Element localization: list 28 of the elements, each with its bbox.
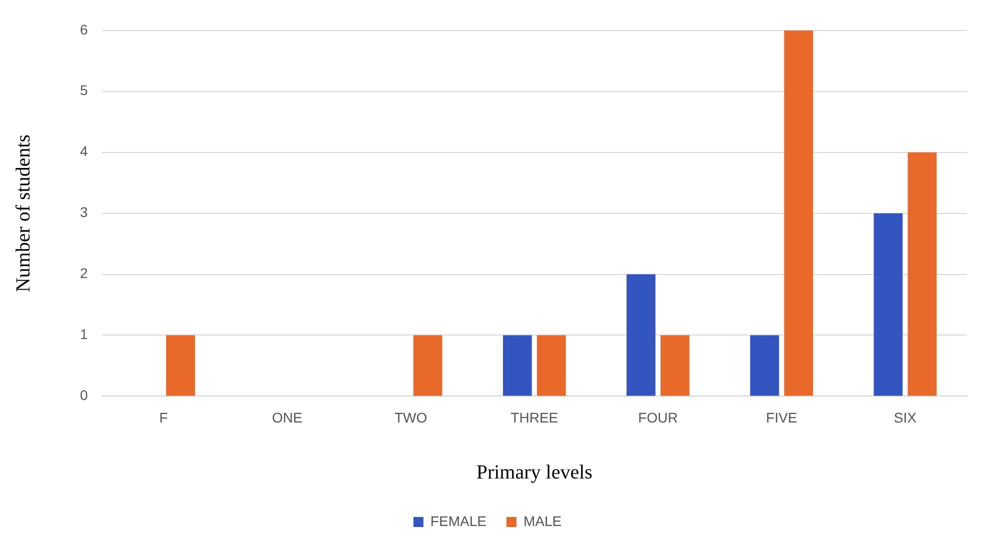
bar bbox=[626, 274, 656, 396]
bar bbox=[536, 335, 566, 396]
x-tick-label: FIVE bbox=[766, 409, 798, 426]
y-tick-label: 5 bbox=[80, 82, 88, 98]
legend-label: MALE bbox=[523, 512, 562, 529]
y-tick-label: 6 bbox=[80, 21, 88, 38]
legend-label: FEMALE bbox=[430, 512, 486, 529]
bar bbox=[908, 152, 937, 396]
bar bbox=[784, 30, 814, 396]
x-tick-label: TWO bbox=[394, 409, 428, 426]
y-tick-label: 0 bbox=[80, 387, 88, 404]
y-tick-label: 2 bbox=[80, 265, 88, 282]
x-tick-label: FOUR bbox=[638, 409, 678, 426]
bar bbox=[166, 335, 196, 396]
y-tick-label: 4 bbox=[80, 143, 88, 160]
bar bbox=[750, 335, 780, 396]
bar bbox=[660, 335, 690, 396]
y-axis-title: Number of students bbox=[12, 134, 34, 292]
y-tick-label: 3 bbox=[80, 204, 88, 220]
x-tick-label: F bbox=[159, 409, 168, 426]
bar bbox=[874, 213, 903, 396]
x-tick-label: SIX bbox=[894, 409, 918, 426]
x-tick-label: THREE bbox=[510, 409, 558, 426]
y-tick-label: 1 bbox=[80, 326, 88, 342]
bar bbox=[413, 335, 442, 396]
x-tick-label: ONE bbox=[272, 409, 302, 426]
x-axis-title: Primary levels bbox=[476, 461, 593, 484]
bar bbox=[502, 335, 532, 396]
